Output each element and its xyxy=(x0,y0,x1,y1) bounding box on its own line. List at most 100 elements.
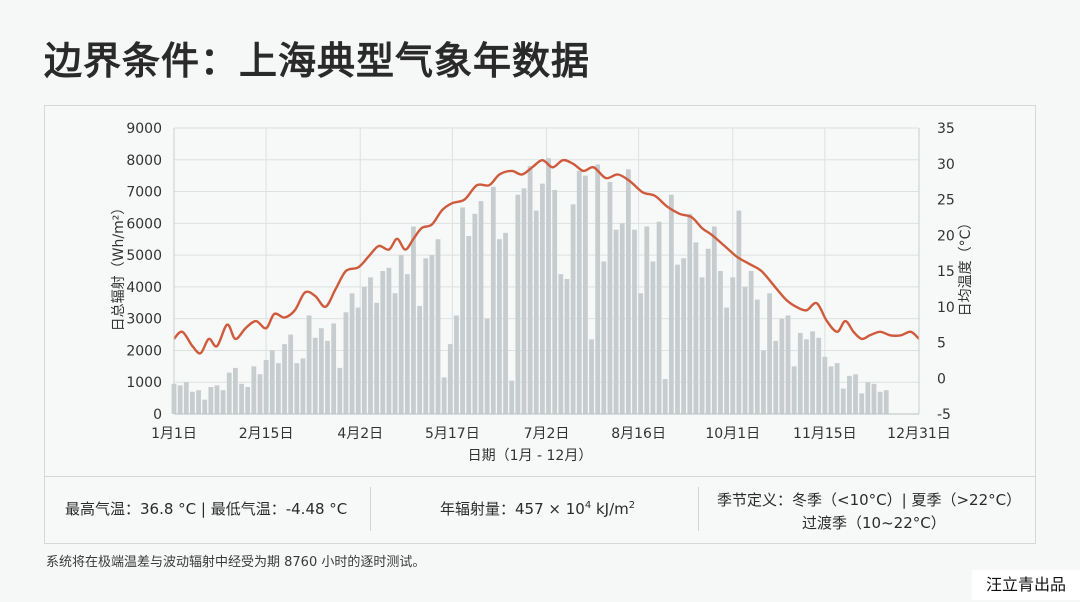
x-tick-label: 8月16日 xyxy=(611,426,666,442)
annual-radiation-suffix: kJ/m xyxy=(591,500,629,518)
radiation-bar xyxy=(417,305,422,414)
annual-radiation: 年辐射量：457 × 104 kJ/m2 xyxy=(440,498,635,519)
radiation-bar xyxy=(245,386,251,414)
radiation-bar xyxy=(177,385,183,414)
radiation-bar xyxy=(705,248,711,414)
radiation-bar xyxy=(601,261,607,414)
left-y-tick-label: 7000 xyxy=(126,185,162,201)
radiation-bar xyxy=(546,158,551,414)
right-y-tick-label: 5 xyxy=(937,336,946,352)
radiation-bar xyxy=(226,372,232,414)
radiation-bar xyxy=(662,379,668,414)
radiation-bar xyxy=(791,366,797,414)
radiation-bar xyxy=(478,201,484,414)
radiation-bar xyxy=(460,207,465,414)
radiation-bar xyxy=(865,382,871,414)
radiation-bar xyxy=(318,328,324,414)
temperature-extremes: 最高气温：36.8 °C | 最低气温：-4.48 °C xyxy=(65,500,348,518)
right-y-tick-label: 15 xyxy=(937,264,955,280)
radiation-bar xyxy=(251,366,257,414)
radiation-bar xyxy=(877,391,883,414)
radiation-bar xyxy=(490,186,496,414)
radiation-bar xyxy=(190,391,195,414)
radiation-bar xyxy=(368,277,373,414)
radiation-bar xyxy=(797,332,803,414)
author-watermark: 汪立青出品 xyxy=(972,570,1080,600)
right-y-axis-label: 日均温度（°C） xyxy=(958,216,974,317)
radiation-bar xyxy=(404,274,410,414)
radiation-bar xyxy=(411,226,416,414)
x-tick-label: 4月2日 xyxy=(337,426,383,442)
radiation-bar xyxy=(816,337,822,414)
radiation-bar xyxy=(202,399,208,414)
left-y-tick-label: 3000 xyxy=(126,312,162,328)
radiation-bar xyxy=(300,358,306,414)
radiation-bar xyxy=(656,221,662,414)
radiation-bar xyxy=(883,390,889,414)
chart-panel: 0 1000 2000 3000 4000 5000 6000 7000 8000 9000 -5 0… xyxy=(44,105,1036,477)
radiation-bar xyxy=(220,390,226,414)
radiation-bar xyxy=(214,385,220,414)
radiation-bar xyxy=(282,344,287,414)
radiation-bar xyxy=(331,323,337,414)
left-y-tick-label: 9000 xyxy=(126,121,162,137)
x-tick-label: 11月15日 xyxy=(793,426,857,442)
radiation-bar xyxy=(613,229,619,414)
radiation-bar xyxy=(742,286,748,414)
left-y-tick-label: 2000 xyxy=(126,343,162,359)
radiation-bar xyxy=(773,340,779,414)
radiation-bar xyxy=(515,194,521,414)
radiation-bar xyxy=(288,334,294,414)
radiation-bar xyxy=(871,383,877,414)
radiation-bar xyxy=(435,239,441,414)
x-tick-label: 7月2日 xyxy=(524,426,570,442)
radiation-bar xyxy=(540,183,545,414)
radiation-bar xyxy=(675,264,680,414)
radiation-bar xyxy=(761,350,766,414)
radiation-bar xyxy=(325,340,330,414)
left-y-tick-label: 0 xyxy=(153,407,162,423)
radiation-bar xyxy=(767,293,772,414)
radiation-bar xyxy=(859,393,865,414)
left-y-tick-label: 1000 xyxy=(126,375,162,391)
radiation-bar xyxy=(275,363,281,414)
right-y-tick-label: -5 xyxy=(937,407,951,423)
radiation-bar xyxy=(454,315,459,414)
radiation-bar xyxy=(853,374,858,414)
stats-divider xyxy=(698,487,699,531)
right-y-tick-label: 20 xyxy=(937,228,955,244)
radiation-bar xyxy=(380,271,386,414)
radiation-bar xyxy=(582,175,588,414)
radiation-bar xyxy=(533,210,539,414)
radiation-bar xyxy=(779,318,785,414)
radiation-bar xyxy=(361,286,367,414)
left-y-axis-label: 日总辐射（Wh/m²） xyxy=(111,201,127,332)
radiation-bar xyxy=(638,293,644,414)
radiation-bar xyxy=(834,363,840,414)
radiation-bar xyxy=(509,380,515,414)
radiation-bar xyxy=(589,339,594,414)
axes: 0 1000 2000 3000 4000 5000 6000 7000 8000 9000 -5 0… xyxy=(126,121,954,442)
radiation-bar xyxy=(294,363,300,414)
radiation-bar xyxy=(810,331,815,414)
radiation-bar xyxy=(681,258,687,414)
x-tick-label: 10月1日 xyxy=(705,426,760,442)
x-tick-label: 5月17日 xyxy=(425,426,480,442)
footnote: 系统将在极端温差与波动辐射中经受为期 8760 小时的逐时测试。 xyxy=(46,555,426,570)
radiation-bar xyxy=(466,236,472,414)
radiation-bar xyxy=(183,382,189,414)
radiation-bar xyxy=(699,277,705,414)
radiation-bar xyxy=(386,267,392,414)
right-y-tick-label: 10 xyxy=(937,300,955,316)
x-tick-label: 12月31日 xyxy=(887,426,951,442)
radiation-bar xyxy=(208,386,214,414)
radiation-bar xyxy=(447,344,453,414)
annual-radiation-unit-exponent: 2 xyxy=(628,500,636,511)
radiation-bar xyxy=(343,312,349,414)
radiation-bars xyxy=(171,158,889,414)
stats-divider xyxy=(370,487,371,531)
radiation-bar xyxy=(785,315,791,414)
left-y-tick-label: 5000 xyxy=(126,248,162,264)
radiation-bar xyxy=(840,388,846,414)
right-y-tick-label: 25 xyxy=(937,193,955,209)
